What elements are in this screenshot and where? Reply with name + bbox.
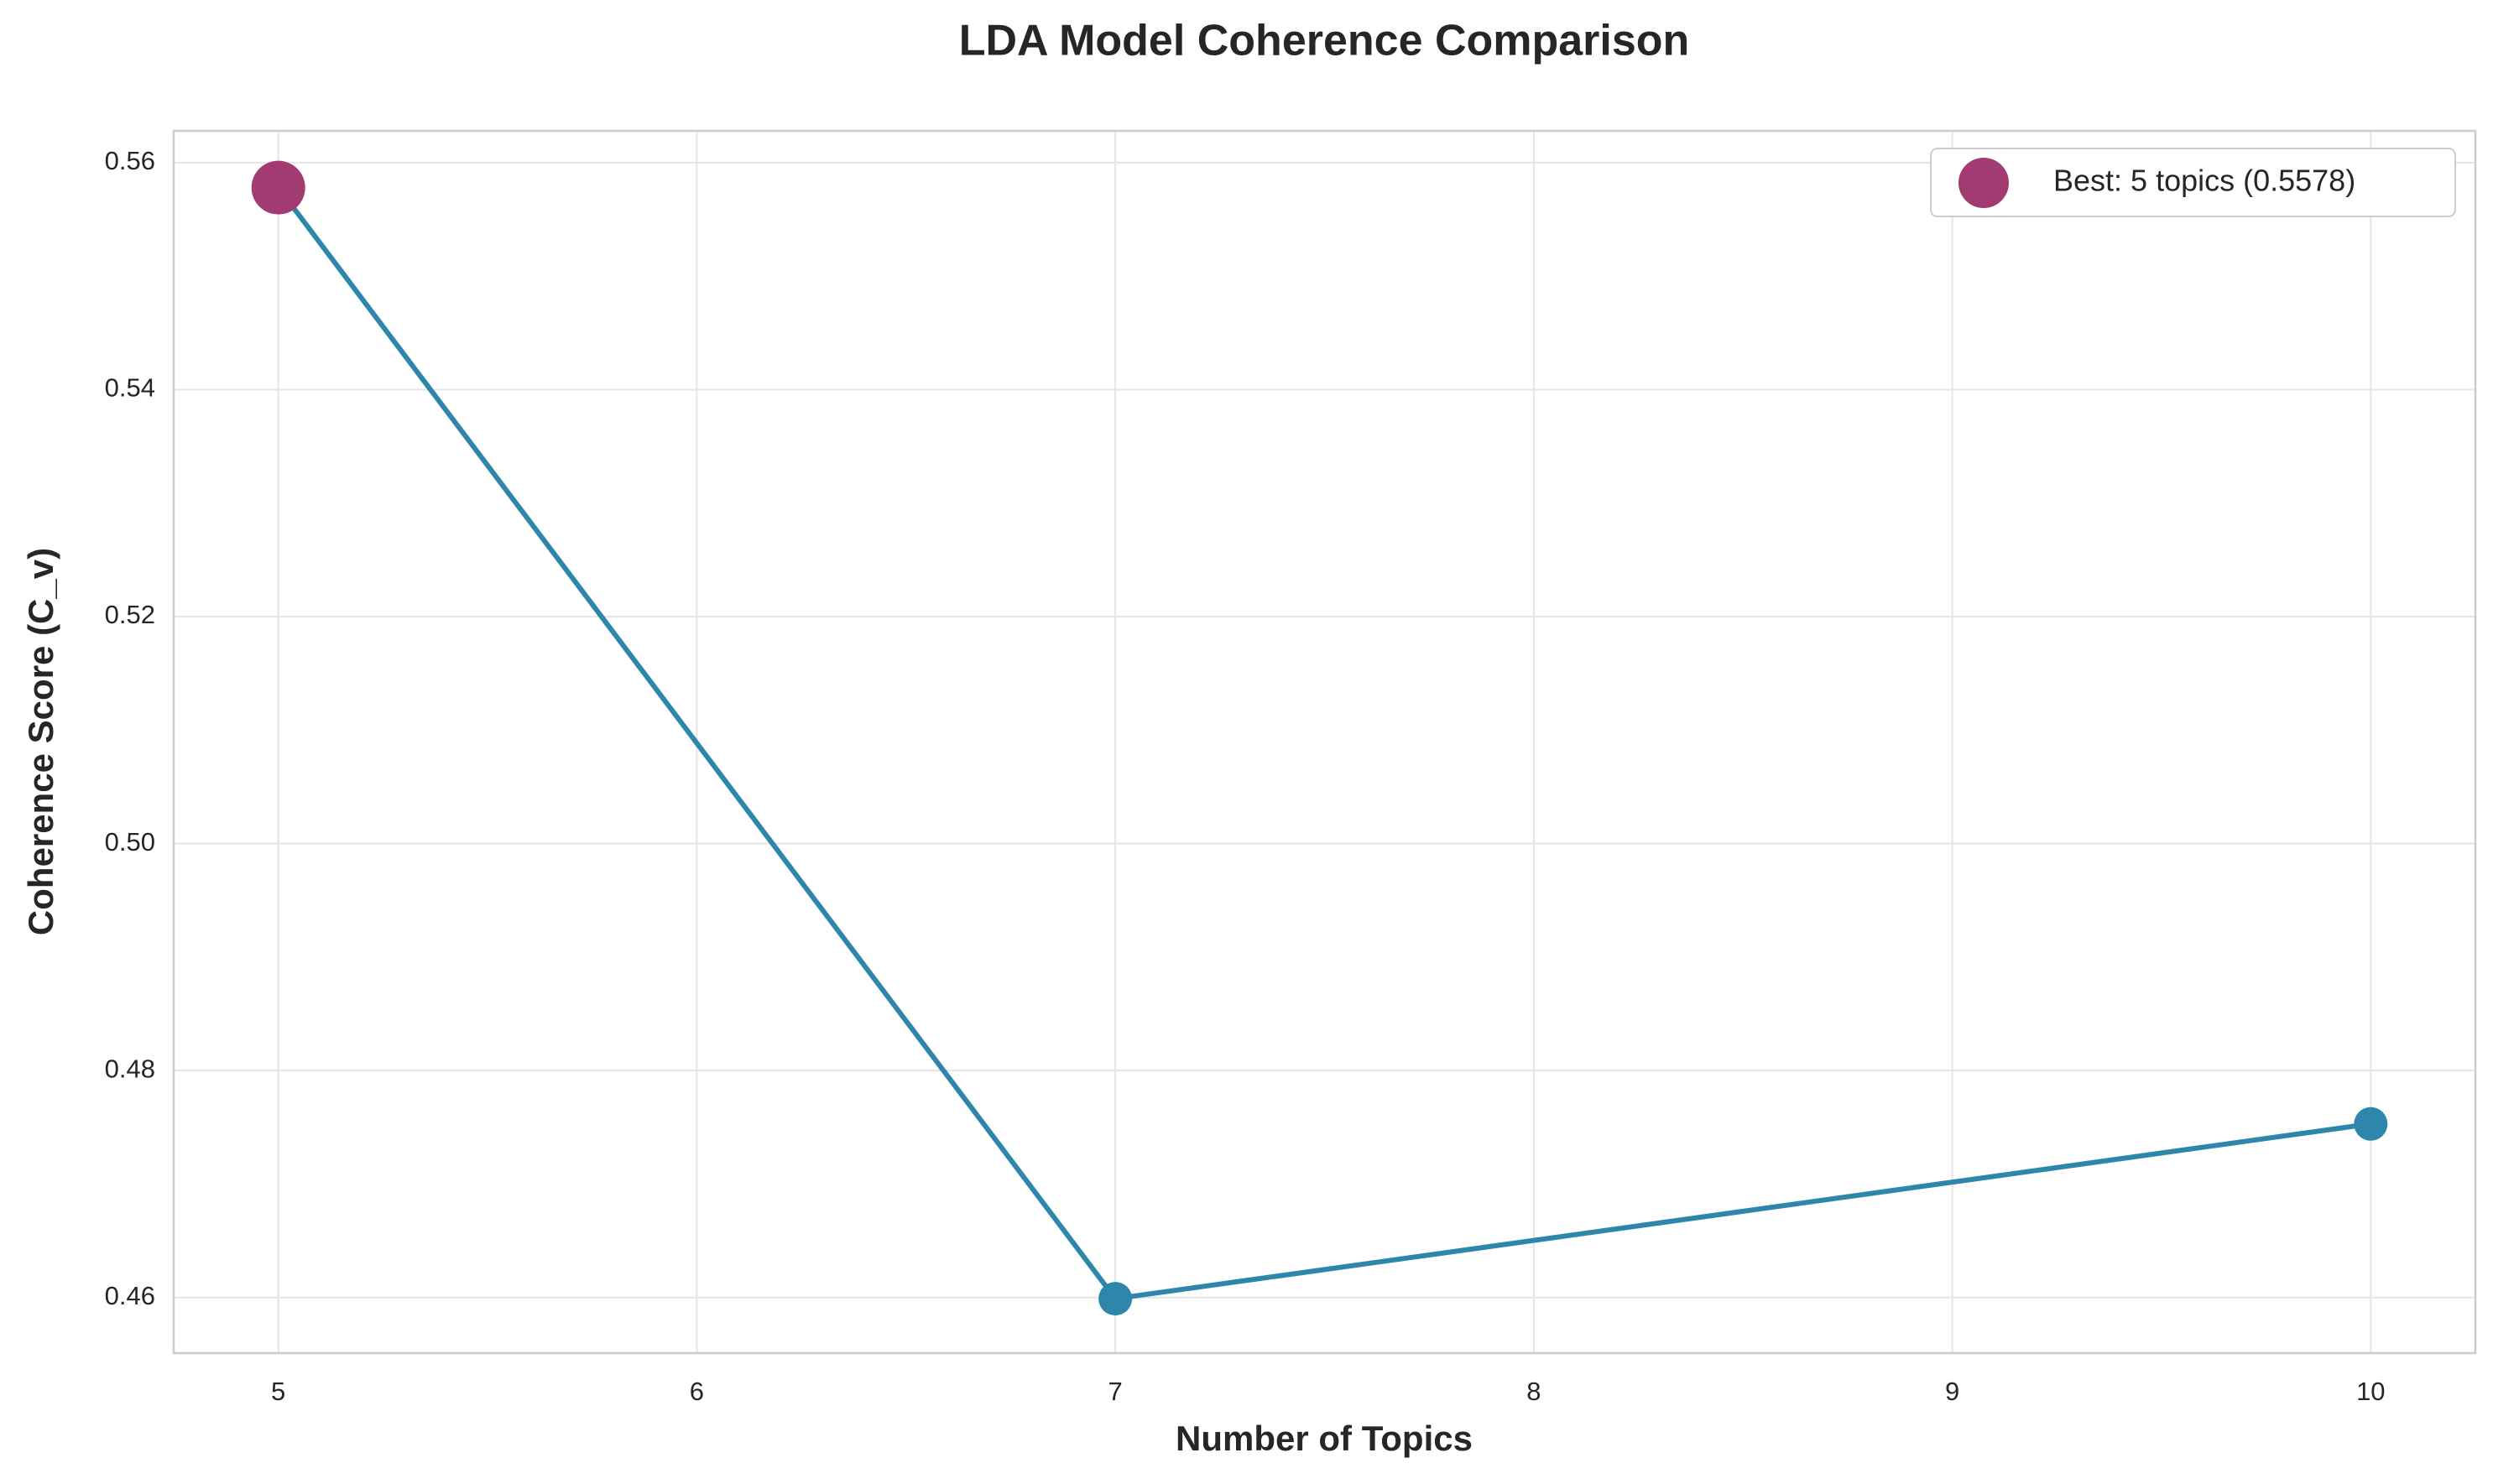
point [1098,1282,1133,1316]
x-tick-label: 8 [1526,1377,1541,1406]
plot-frame [172,129,2477,1355]
chart-title: LDA Model Coherence Comparison [959,17,1690,65]
legend-label: Best: 5 topics (0.5578) [2053,164,2355,198]
x-tick-label: 6 [690,1377,704,1406]
y-tick-label: 0.50 [105,827,155,857]
y-tick-label: 0.54 [105,373,155,403]
y-tick-label: 0.46 [105,1281,155,1310]
y-axis-label: Coherence Score (C_v) [21,548,60,935]
x-axis-label: Number of Topics [1176,1419,1473,1458]
legend-marker [1958,158,2009,208]
x-tick-label: 10 [2356,1377,2385,1406]
y-tick-label: 0.48 [105,1054,155,1083]
point [2354,1106,2388,1141]
y-tick-label: 0.56 [105,146,155,175]
x-tick-label: 9 [1945,1377,1959,1406]
best-marker [251,160,305,215]
x-tick-label: 7 [1108,1377,1123,1406]
y-tick-label: 0.52 [105,600,155,629]
series-line [276,185,2371,1302]
legend-box [1930,148,2456,217]
x-tick-label: 5 [271,1377,285,1406]
